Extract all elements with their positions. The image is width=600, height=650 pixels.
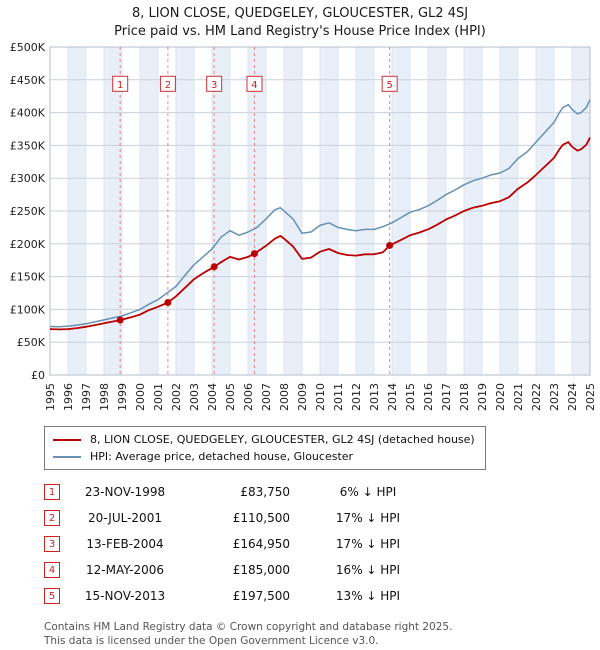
svg-text:1999: 1999 (116, 383, 129, 411)
svg-text:2005: 2005 (224, 383, 237, 411)
svg-text:2009: 2009 (296, 383, 309, 411)
sale-date: 20-JUL-2001 (88, 511, 162, 525)
svg-text:2006: 2006 (242, 383, 255, 411)
legend-item-hpi: HPI: Average price, detached house, Glou… (53, 448, 477, 465)
table-row: 3 13-FEB-2004 £164,950 17% ↓ HPI (44, 531, 600, 557)
sale-price: £185,000 (232, 563, 290, 577)
svg-text:2001: 2001 (152, 383, 165, 411)
page-title: 8, LION CLOSE, QUEDGELEY, GLOUCESTER, GL… (131, 6, 469, 21)
table-row: 4 12-MAY-2006 £185,000 16% ↓ HPI (44, 557, 600, 583)
footer: Contains HM Land Registry data © Crown c… (44, 621, 600, 648)
svg-text:2022: 2022 (530, 383, 543, 411)
sale-date: 12-MAY-2006 (85, 563, 164, 577)
svg-text:£200K: £200K (10, 238, 46, 251)
svg-text:2017: 2017 (440, 383, 453, 411)
svg-text:2020: 2020 (494, 383, 507, 411)
svg-text:2016: 2016 (422, 383, 435, 411)
sale-date: 15-NOV-2013 (84, 589, 166, 603)
svg-text:£50K: £50K (17, 336, 46, 349)
svg-text:2000: 2000 (134, 383, 147, 411)
svg-text:2023: 2023 (548, 383, 561, 411)
svg-text:1998: 1998 (98, 383, 111, 411)
sale-price: £164,950 (232, 537, 290, 551)
legend-label-hpi: HPI: Average price, detached house, Glou… (90, 450, 354, 463)
sale-number-badge: 1 (44, 484, 60, 500)
sale-hpi-delta: 13% ↓ HPI (335, 589, 401, 603)
sale-number-badge: 3 (44, 536, 60, 552)
property-line-swatch (53, 438, 81, 441)
footer-line1: Contains HM Land Registry data © Crown c… (44, 621, 453, 633)
sale-hpi-delta: 17% ↓ HPI (335, 537, 401, 551)
price-history-chart: £0 £50K £100K £150K £200K £250K £300K £350K £400… (10, 41, 596, 411)
svg-text:£150K: £150K (10, 271, 46, 284)
svg-text:£350K: £350K (10, 139, 46, 152)
legend-item-property: 8, LION CLOSE, QUEDGELEY, GLOUCESTER, GL… (53, 431, 477, 448)
svg-text:4: 4 (251, 80, 257, 91)
svg-text:2021: 2021 (512, 383, 525, 411)
table-row: 2 20-JUL-2001 £110,500 17% ↓ HPI (44, 505, 600, 531)
hpi-line-swatch (53, 455, 81, 458)
svg-text:2015: 2015 (404, 383, 417, 411)
svg-text:2012: 2012 (350, 383, 363, 411)
table-row: 5 15-NOV-2013 £197,500 13% ↓ HPI (44, 583, 600, 609)
svg-text:2008: 2008 (278, 383, 291, 411)
sale-number-badge: 4 (44, 562, 60, 578)
sale-price: £197,500 (232, 589, 290, 603)
sale-price: £83,750 (240, 485, 290, 499)
table-row: 1 23-NOV-1998 £83,750 6% ↓ HPI (44, 479, 600, 505)
sale-date: 13-FEB-2004 (86, 537, 164, 551)
chart-legend: 8, LION CLOSE, QUEDGELEY, GLOUCESTER, GL… (44, 426, 486, 470)
svg-text:1997: 1997 (80, 383, 93, 411)
svg-text:2019: 2019 (476, 383, 489, 411)
svg-text:1: 1 (117, 80, 123, 91)
svg-text:2011: 2011 (332, 383, 345, 411)
svg-text:2024: 2024 (566, 383, 579, 411)
sale-number-badge: 5 (44, 588, 60, 604)
svg-text:1995: 1995 (44, 383, 57, 411)
svg-text:2013: 2013 (368, 383, 381, 411)
svg-text:2014: 2014 (386, 383, 399, 411)
svg-text:1996: 1996 (62, 383, 75, 411)
legend-label-property: 8, LION CLOSE, QUEDGELEY, GLOUCESTER, GL… (90, 433, 475, 446)
svg-text:2002: 2002 (170, 383, 183, 411)
svg-text:£500K: £500K (10, 41, 46, 54)
footer-line2: This data is licensed under the Open Gov… (44, 634, 379, 647)
page-subtitle: Price paid vs. HM Land Registry's House … (114, 24, 486, 39)
sale-price: £110,500 (232, 511, 290, 525)
sale-number-badge: 2 (44, 510, 60, 526)
sale-hpi-delta: 17% ↓ HPI (335, 511, 401, 525)
svg-text:2004: 2004 (206, 383, 219, 411)
svg-text:2003: 2003 (188, 383, 201, 411)
sale-hpi-delta: 16% ↓ HPI (335, 563, 401, 577)
svg-text:£450K: £450K (10, 74, 46, 87)
svg-text:5: 5 (386, 80, 392, 91)
sale-date: 23-NOV-1998 (84, 485, 166, 499)
svg-text:2010: 2010 (314, 383, 327, 411)
svg-text:3: 3 (211, 80, 217, 91)
svg-text:£250K: £250K (10, 205, 46, 218)
svg-text:£0: £0 (31, 369, 45, 382)
svg-text:2: 2 (165, 80, 171, 91)
svg-text:2018: 2018 (458, 383, 471, 411)
svg-text:£300K: £300K (10, 172, 46, 185)
svg-text:£100K: £100K (10, 303, 46, 316)
svg-text:2007: 2007 (260, 383, 273, 411)
svg-text:£400K: £400K (10, 107, 46, 120)
sale-hpi-delta: 6% ↓ HPI (339, 485, 397, 499)
sales-table: 1 23-NOV-1998 £83,750 6% ↓ HPI 2 20-JUL-… (44, 479, 600, 609)
svg-text:2025: 2025 (584, 383, 596, 411)
